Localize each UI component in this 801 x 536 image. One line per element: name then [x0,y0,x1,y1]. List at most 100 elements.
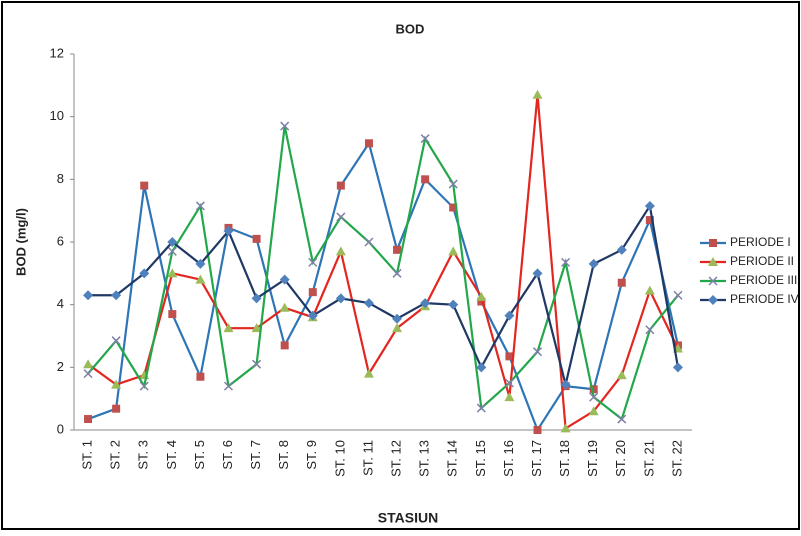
marker [308,257,318,267]
marker [111,336,121,346]
series-line [87,125,679,421]
marker [252,359,262,369]
marker [196,372,205,381]
marker [279,274,290,285]
chart-title: BOD [396,21,425,36]
marker [448,299,459,310]
marker [112,404,121,413]
y-tick-label: 12 [50,45,64,60]
marker [392,313,403,324]
x-tick-label: ST. 11 [360,440,375,476]
y-tick-label: 4 [57,296,64,311]
marker [336,212,346,222]
marker [449,203,458,212]
marker [83,359,94,369]
marker [505,352,514,361]
marker [476,362,487,373]
marker [616,244,627,255]
marker [644,200,655,211]
y-tick-label: 6 [57,233,64,248]
y-tick-label: 8 [57,171,64,186]
marker [708,257,718,266]
x-tick-label: ST. 22 [669,440,684,477]
x-tick-label: ST. 7 [248,440,263,470]
marker [393,245,402,254]
marker [336,181,345,190]
marker [644,285,655,295]
marker [308,288,317,297]
marker [589,385,598,394]
marker [476,291,487,301]
x-tick-label: ST. 10 [332,440,347,477]
marker [111,290,122,301]
marker [561,257,571,267]
marker [533,426,542,434]
marker [645,325,655,335]
marker [140,181,149,190]
marker [588,406,599,416]
marker [139,268,150,279]
marker [223,381,234,391]
marker [616,370,627,380]
marker [504,392,515,402]
series-line [88,202,680,385]
y-tick-label: 0 [57,421,64,436]
marker [617,278,626,287]
marker [280,121,290,131]
marker [588,258,599,269]
marker [672,362,683,373]
marker [280,341,289,350]
marker [83,290,94,301]
legend-label: PERIODE III [730,273,797,287]
marker [251,293,262,304]
marker [307,310,318,321]
marker [708,276,718,286]
marker [448,246,459,256]
x-tick-label: ST. 16 [501,440,516,477]
marker [420,298,431,309]
x-tick-label: ST. 1 [79,440,94,470]
legend-label: PERIODE IV [730,292,799,306]
marker [673,290,683,300]
y-tick-label: 10 [50,108,64,123]
marker [167,237,178,247]
marker [476,403,486,413]
x-tick-label: ST. 6 [220,440,235,470]
marker [195,274,206,284]
marker [504,378,514,388]
marker [84,415,93,424]
x-tick-label: ST. 12 [388,440,403,477]
marker [617,414,627,424]
marker [83,369,93,379]
series-line [87,140,680,433]
marker [252,234,261,243]
marker [335,246,346,256]
marker [195,258,206,269]
marker [251,323,262,333]
series-line [87,94,679,431]
x-tick-label: ST. 14 [445,440,460,477]
marker [560,379,571,390]
marker [364,139,373,148]
x-tick-label: ST. 21 [641,440,656,477]
marker [111,379,122,389]
x-tick-label: ST. 15 [473,440,488,477]
x-tick-label: ST. 19 [585,440,600,477]
marker [392,323,403,333]
marker [532,268,543,279]
marker [421,175,430,184]
marker [223,226,234,237]
marker [504,310,515,321]
marker [335,293,346,304]
marker [363,298,374,309]
marker [560,423,571,433]
marker [477,297,486,306]
marker [167,246,177,256]
marker [167,268,178,278]
marker [279,302,290,312]
marker [139,381,149,391]
x-tick-label: ST. 2 [108,440,123,470]
marker [392,268,402,278]
marker [709,239,717,247]
marker [532,89,543,99]
